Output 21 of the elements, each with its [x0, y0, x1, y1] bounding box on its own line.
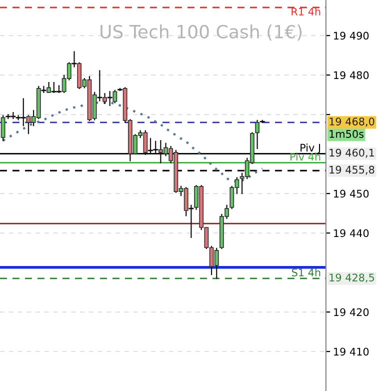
y-tick-label: 19 420 [334, 308, 369, 316]
candlestick [188, 204, 194, 238]
y-tick-label: 19 480 [334, 71, 369, 80]
text: 19 460,1 [330, 148, 374, 158]
y-tick-label: 19 410 [334, 348, 369, 356]
candlestick [72, 51, 77, 68]
text: US Tech 100 Cash (1€) [100, 24, 302, 41]
text: 1m50s [330, 130, 364, 138]
candlestick [107, 91, 112, 106]
ref-line-label: Piv 4h [290, 152, 320, 161]
y-tick-label: 19 450 [334, 190, 369, 198]
text: 19 455,8 [330, 166, 374, 175]
text: 19 468,0 [330, 118, 374, 127]
ref-line-label: R1 4h [292, 8, 320, 16]
candlestick [97, 70, 102, 102]
candlestick [41, 86, 46, 93]
candlestick [0, 115, 6, 142]
y-tick-label: 19 490 [334, 32, 369, 40]
text: 19 428,5 [330, 274, 374, 283]
ref-line-label: S1 4h [292, 268, 320, 276]
y-tick-label: 19 440 [334, 229, 369, 238]
